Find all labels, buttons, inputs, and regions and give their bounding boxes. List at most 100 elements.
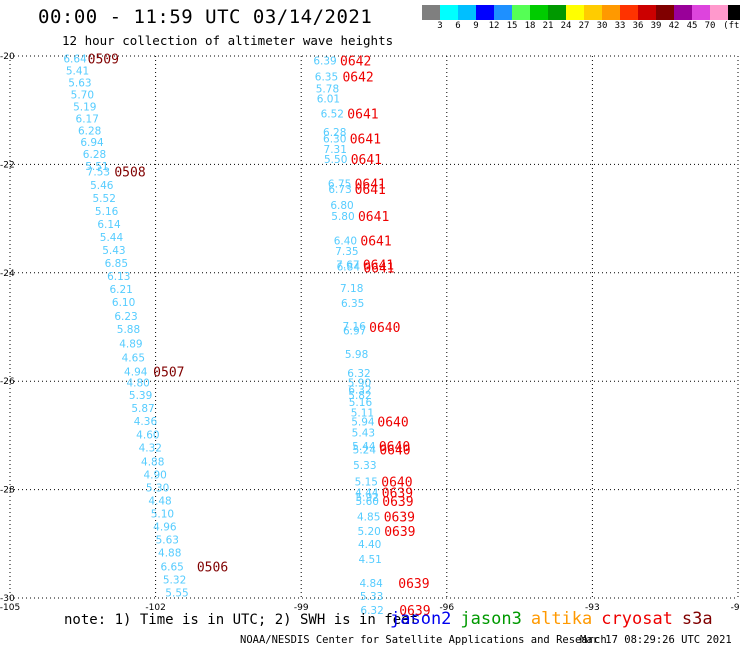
wave-height-value: 5.87 [131,403,154,415]
wave-height-value: 5.32 [163,575,186,587]
page-title: 00:00 - 11:59 UTC 03/14/2021 [38,6,373,28]
colorbar-swatch [422,5,440,20]
colorbar-label: 33 [614,21,626,31]
wave-height-value: 5.46 [90,180,114,192]
satellite-legend: jason2 jason3 altika cryosat s3a [390,609,722,629]
wave-height-value: 7.18 [340,283,363,295]
wave-height-value: 5.51 [85,161,108,173]
y-tick-label: -30 [0,594,15,604]
wave-height-value: 6.21 [109,284,132,296]
wave-height-value: 4.88 [141,456,164,468]
wave-height-value: 5.43 [102,245,125,257]
y-tick-label: -20 [0,52,15,62]
colorbar-label: 42 [668,21,680,31]
pass-time-label: 0639 [382,495,413,510]
wave-height-value: 4.60 [136,429,159,441]
legend-jason3: jason3 [460,609,522,629]
colorbar-label: 30 [596,21,608,31]
wave-height-value: 7.35 [335,246,358,258]
wave-height-value: 6.28 [323,127,346,139]
wave-height-value: 6.35 [315,72,338,84]
x-tick-label: -99 [294,603,309,613]
colorbar-swatch [494,5,512,20]
colorbar-label: 12 [488,21,500,31]
colorbar [422,5,740,20]
colorbar-label: 36 [632,21,644,31]
wave-height-value: 5.63 [68,78,91,90]
x-tick-label: -93 [585,603,600,613]
legend-jason2: jason2 [390,609,452,629]
wave-height-value: 4.85 [357,512,380,524]
y-tick-label: -28 [0,486,15,496]
wave-height-value: 5.39 [129,390,152,402]
pass-time-label: 0639 [398,577,429,592]
pass-time-label: 0640 [369,321,400,336]
colorbar-label: 70 [704,21,716,31]
footer-credit: NOAA/NESDIS Center for Satellite Applica… [240,634,607,646]
wave-height-value: 5.33 [353,460,376,472]
pass-time-label: 0640 [377,415,408,430]
wave-height-value: 6.64 [63,54,87,66]
colorbar-label: 18 [524,21,536,31]
pass-time-label: 0641 [350,132,381,147]
wave-height-value: 5.55 [165,588,188,600]
wave-height-value: 5.33 [360,591,383,603]
colorbar-label: 6 [455,21,461,31]
colorbar-label: 9 [473,21,479,31]
pass-time-label: 0640 [379,440,410,455]
pass-time-label: 0641 [363,261,394,276]
pass-time-label: 0639 [382,486,413,501]
wave-height-value: 5.16 [95,206,119,218]
wave-height-value: 6.10 [112,297,135,309]
wave-height-value: 5.16 [349,397,373,409]
page-subtitle: 12 hour collection of altimeter wave hei… [62,33,394,48]
wave-height-value: 5.15 [355,476,378,488]
wave-height-value: 5.50 [324,154,347,166]
pass-time-label: 0641 [360,234,391,249]
wave-height-value: 5.88 [117,324,140,336]
pass-time-label: 0640 [381,475,412,490]
wave-height-value: 6.32 [347,368,370,380]
pass-time-label: 0640 [379,443,410,458]
wave-height-value: 6.65 [160,562,183,574]
wave-height-value: 5.20 [357,526,380,538]
wave-height-value: 5.92 [356,492,379,504]
wave-height-value: 5.44 [100,232,124,244]
wave-height-value: 4.94 [124,366,148,378]
pass-time-label: 0507 [153,365,184,380]
wave-height-value: 6.40 [334,235,357,247]
colorbar-swatch [710,5,728,20]
pass-time-label: 0641 [351,153,382,168]
colorbar-swatch [548,5,566,20]
wave-height-value: 6.23 [114,311,137,323]
pass-time-label: 0508 [114,165,145,180]
wave-height-value: 6.01 [317,93,340,105]
wave-height-value: 5.78 [316,84,339,96]
pass-time-label: 0642 [340,54,371,69]
track-2: 6.396.355.786.016.526.286.307.315.506.75… [313,54,430,619]
legend-altika: altika [530,609,593,629]
wave-height-value: 4.48 [148,495,171,507]
wave-height-value: 4.90 [143,469,166,481]
wave-height-value: 5.19 [73,101,96,113]
legend-cryosat: cryosat [601,609,673,629]
colorbar-label: 39 [650,21,662,31]
colorbar-swatch [584,5,602,20]
wave-height-value: 6.28 [78,125,101,137]
wave-height-value: 6.80 [330,200,353,212]
colorbar-swatch [530,5,548,20]
pass-time-label: 0641 [358,210,389,225]
x-tick-label: -102 [145,603,165,613]
wave-height-value: 6.94 [80,137,104,149]
pass-time-label: 0639 [384,511,415,526]
wave-height-value: 6.85 [105,258,128,270]
x-axis: -105 -102 -99 -96 -93 -90 [0,603,740,613]
legend-s3a: s3a [681,609,713,629]
wave-height-value: 6.14 [97,219,121,231]
wave-height-value: 6.73 [328,184,351,196]
colorbar-swatch [620,5,638,20]
wave-height-value: 6.39 [313,55,336,67]
units-note: note: 1) Time is in UTC; 2) SWH is in fe… [64,612,419,628]
y-tick-label: -22 [0,160,15,170]
y-tick-label: -26 [0,377,15,387]
